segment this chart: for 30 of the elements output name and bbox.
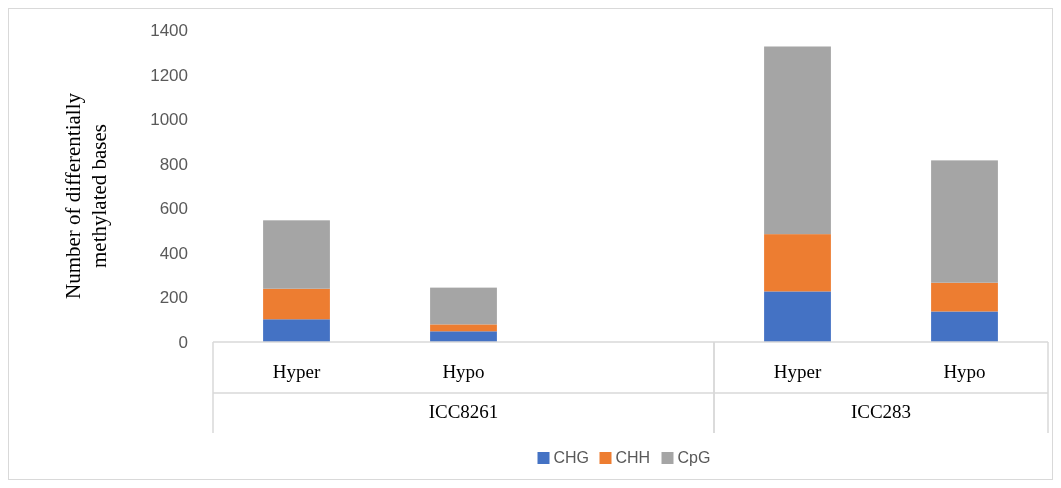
- text: ICC283: [850, 401, 912, 422]
- bar: [764, 46, 831, 235]
- x-tick-label: Hyper: [773, 361, 822, 382]
- y-tick-label: 1400: [150, 20, 188, 40]
- y-tick-label: 0: [178, 332, 188, 352]
- bar: [263, 319, 330, 342]
- y-tick-label: 400: [159, 243, 188, 263]
- legend-label: CHH: [615, 449, 651, 466]
- bar: [764, 291, 831, 342]
- legend-label: CpG: [677, 449, 711, 466]
- x-tick-label: Hypo: [442, 361, 485, 382]
- y-tick-label: 800: [159, 154, 188, 174]
- bar: [263, 288, 330, 320]
- bar: [764, 234, 831, 292]
- text: ICC8261: [428, 401, 499, 422]
- x-tick-label: Hypo: [943, 361, 986, 382]
- bar: [931, 160, 998, 283]
- y-tick-label: 1000: [150, 110, 188, 130]
- bar: [430, 324, 497, 332]
- bar: [263, 220, 330, 289]
- legend-label: CHG: [553, 449, 590, 466]
- y-axis-title: Number of differentially methylated bases: [61, 92, 111, 300]
- bar: [931, 311, 998, 342]
- bar: [430, 287, 497, 325]
- y-tick-label: 1200: [150, 65, 188, 85]
- x-tick-label: Hyper: [272, 361, 321, 382]
- y-tick-label: 600: [159, 199, 188, 219]
- bar: [430, 331, 497, 342]
- bar: [931, 282, 998, 312]
- y-tick-label: 200: [159, 288, 188, 308]
